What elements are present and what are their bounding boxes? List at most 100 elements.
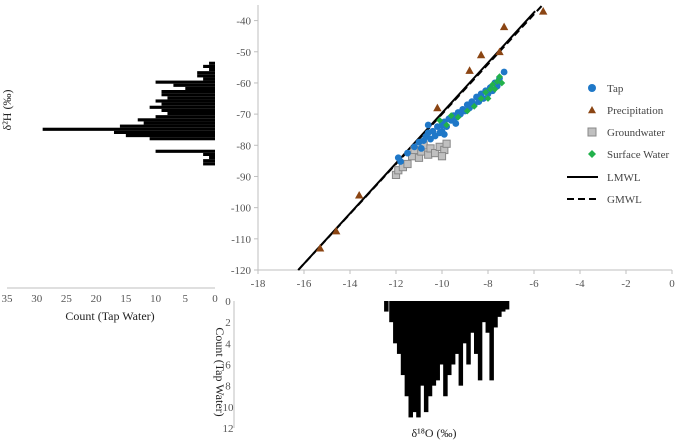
surface-water-point bbox=[489, 81, 496, 88]
left-hist-tick-label: 20 bbox=[91, 293, 103, 305]
left-hist-bar bbox=[203, 162, 215, 166]
left-hist-y-label: δ²H (‰) bbox=[0, 90, 14, 131]
legend-marker-surface-water bbox=[588, 150, 596, 158]
bottom-hist-bar bbox=[489, 301, 494, 381]
bottom-hist-bar bbox=[450, 301, 456, 365]
left-hist-bar bbox=[203, 64, 215, 68]
left-histogram: 35 30 25 20 15 10 5 0 Count (Tap Water) δ²H (‰) bbox=[0, 61, 219, 323]
left-hist-bar bbox=[143, 121, 215, 125]
bottom-hist-bar bbox=[408, 301, 413, 418]
groundwater-point bbox=[442, 139, 451, 148]
x-tick-label: -18 bbox=[251, 278, 266, 290]
y-tick-label: -70 bbox=[236, 109, 251, 121]
gmwl-line bbox=[297, 4, 544, 271]
bottom-hist-tick-label: 12 bbox=[223, 423, 234, 435]
bottom-hist-bar bbox=[481, 301, 487, 323]
bottom-hist-bar bbox=[470, 301, 475, 333]
left-hist-bar bbox=[203, 152, 215, 156]
bottom-hist-tick-label: 0 bbox=[225, 296, 231, 308]
bottom-hist-bar bbox=[400, 301, 406, 376]
x-tick-label: 0 bbox=[669, 278, 675, 290]
left-hist-bar bbox=[155, 149, 215, 153]
bottom-hist-tick-label: 4 bbox=[225, 338, 231, 350]
legend-marker-tap bbox=[588, 84, 596, 92]
left-hist-bar bbox=[161, 90, 215, 94]
precipitation-point bbox=[539, 7, 548, 15]
bottom-hist-bar bbox=[462, 301, 467, 344]
left-hist-bar bbox=[119, 124, 215, 128]
groundwater-point bbox=[403, 159, 412, 169]
bottom-hist-bar bbox=[423, 301, 429, 413]
surface-water-point bbox=[477, 95, 485, 102]
left-hist-bar bbox=[167, 112, 215, 116]
surface-water-point bbox=[486, 85, 494, 93]
bottom-histogram-bars bbox=[384, 301, 510, 418]
bottom-hist-tick-label: 6 bbox=[225, 360, 231, 372]
surface-water-point bbox=[491, 85, 499, 93]
legend-marker-groundwater bbox=[587, 127, 597, 137]
left-hist-bar bbox=[197, 74, 215, 78]
left-hist-tick-label: 15 bbox=[120, 293, 132, 305]
left-hist-tick-label: 30 bbox=[31, 293, 43, 305]
left-hist-tick-label: 0 bbox=[212, 293, 218, 305]
bottom-hist-bar bbox=[396, 301, 402, 354]
tap-point bbox=[440, 130, 448, 138]
left-hist-bar bbox=[42, 127, 216, 131]
tap-point bbox=[397, 158, 404, 165]
left-hist-bar bbox=[203, 159, 215, 163]
left-hist-bar bbox=[167, 96, 215, 100]
bottom-hist-tick-label: 10 bbox=[223, 402, 235, 414]
surface-water-point bbox=[436, 116, 444, 124]
surface-water-point bbox=[463, 107, 471, 115]
legend-label: GMWL bbox=[607, 194, 642, 206]
scatter-points bbox=[315, 7, 548, 252]
legend-label: Groundwater bbox=[607, 127, 665, 139]
tap-point bbox=[424, 121, 432, 129]
bottom-hist-bar bbox=[443, 301, 448, 397]
main-x-ticks: -18 -16 -14 -12 -10 -8 -6 -4 -2 0 bbox=[251, 270, 675, 290]
surface-water-point bbox=[443, 121, 450, 129]
y-tick-label: -40 bbox=[236, 16, 251, 28]
surface-water-point bbox=[498, 79, 506, 87]
bottom-hist-y-label: Count (Tap Water) bbox=[213, 327, 227, 416]
bottom-hist-bar bbox=[485, 301, 491, 333]
main-scatter-plot: -18 -16 -14 -12 -10 -8 -6 -4 -2 0 -40 -50 -60 -70 -80… bbox=[231, 4, 675, 290]
bottom-hist-bar bbox=[477, 301, 483, 381]
left-hist-tick-label: 5 bbox=[183, 293, 189, 305]
left-hist-bar bbox=[155, 99, 215, 103]
left-hist-bar bbox=[155, 115, 215, 119]
legend-label: Tap bbox=[607, 83, 624, 95]
bottom-hist-bar bbox=[427, 301, 433, 397]
main-y-ticks: -40 -50 -60 -70 -80 -90 -100 -110 -120 bbox=[231, 16, 258, 277]
bottom-hist-bar bbox=[431, 301, 437, 386]
x-tick-label: -8 bbox=[483, 278, 493, 290]
bottom-hist-bar bbox=[439, 301, 444, 365]
bottom-hist-bar bbox=[384, 301, 389, 312]
left-hist-bar bbox=[161, 102, 215, 106]
tap-point bbox=[500, 68, 508, 76]
tap-point bbox=[404, 149, 411, 157]
bottom-hist-tick-label: 2 bbox=[225, 317, 231, 329]
surface-water-point bbox=[470, 102, 478, 110]
bottom-hist-tick-label: 8 bbox=[225, 381, 231, 393]
surface-water-point bbox=[484, 95, 492, 102]
bottom-hist-bar bbox=[500, 301, 506, 312]
left-hist-bar bbox=[209, 61, 215, 65]
bottom-hist-bar bbox=[466, 301, 471, 365]
x-tick-label: -6 bbox=[529, 278, 539, 290]
left-hist-bar bbox=[209, 68, 215, 72]
y-tick-label: -50 bbox=[236, 47, 251, 59]
bottom-hist-bar bbox=[404, 301, 410, 397]
legend-label: Precipitation bbox=[607, 105, 664, 117]
y-tick-label: -90 bbox=[236, 171, 251, 183]
bottom-hist-bar bbox=[454, 301, 460, 354]
left-hist-bar bbox=[137, 118, 215, 122]
left-hist-bar bbox=[161, 93, 215, 97]
left-histogram-ticks: 35 30 25 20 15 10 5 0 bbox=[2, 293, 219, 305]
bottom-hist-bar bbox=[393, 301, 398, 344]
surface-water-point bbox=[447, 112, 455, 120]
precipitation-point bbox=[332, 226, 341, 235]
y-tick-label: -100 bbox=[231, 203, 252, 215]
bottom-hist-bar bbox=[389, 301, 394, 323]
